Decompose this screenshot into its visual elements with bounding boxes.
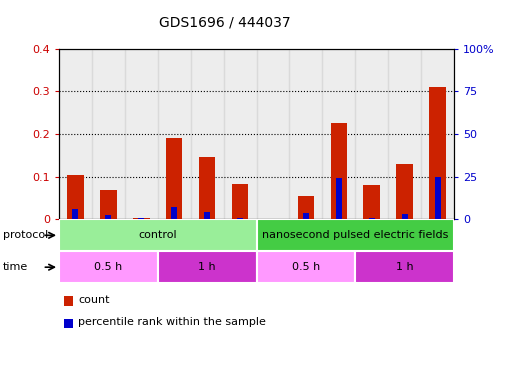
- Bar: [256, 49, 289, 219]
- Bar: [92, 49, 125, 219]
- Bar: [256, 251, 355, 283]
- Bar: [303, 213, 309, 219]
- Text: GDS1696 / 444037: GDS1696 / 444037: [159, 15, 291, 29]
- Bar: [355, 49, 388, 219]
- Bar: [364, 185, 380, 219]
- Bar: [336, 178, 342, 219]
- Bar: [100, 190, 116, 219]
- Bar: [330, 123, 347, 219]
- Text: 1 h: 1 h: [396, 262, 413, 272]
- Text: protocol: protocol: [3, 230, 48, 240]
- Bar: [298, 196, 314, 219]
- Bar: [388, 49, 421, 219]
- Bar: [429, 87, 446, 219]
- Text: nanosecond pulsed electric fields: nanosecond pulsed electric fields: [262, 230, 448, 240]
- Bar: [59, 219, 256, 251]
- Bar: [59, 49, 92, 219]
- Bar: [369, 217, 374, 219]
- Bar: [191, 49, 224, 219]
- Bar: [355, 251, 454, 283]
- Bar: [125, 49, 157, 219]
- Bar: [237, 217, 243, 219]
- Bar: [322, 49, 355, 219]
- Bar: [224, 49, 256, 219]
- Text: 1 h: 1 h: [199, 262, 216, 272]
- Bar: [232, 184, 248, 219]
- Bar: [133, 217, 149, 219]
- Bar: [72, 209, 78, 219]
- Bar: [157, 49, 191, 219]
- Text: 0.5 h: 0.5 h: [94, 262, 123, 272]
- Bar: [59, 251, 158, 283]
- Bar: [421, 49, 454, 219]
- Text: percentile rank within the sample: percentile rank within the sample: [78, 317, 266, 327]
- Bar: [402, 214, 408, 219]
- Text: 0.5 h: 0.5 h: [292, 262, 320, 272]
- Bar: [397, 164, 413, 219]
- Bar: [67, 176, 84, 219]
- Text: count: count: [78, 295, 110, 305]
- Text: control: control: [139, 230, 177, 240]
- Text: time: time: [3, 262, 28, 272]
- Bar: [204, 212, 210, 219]
- Bar: [166, 138, 183, 219]
- Bar: [158, 251, 256, 283]
- Bar: [199, 157, 215, 219]
- Bar: [171, 207, 177, 219]
- Bar: [289, 49, 322, 219]
- Bar: [139, 217, 144, 219]
- Bar: [105, 215, 111, 219]
- Bar: [256, 219, 454, 251]
- Bar: [435, 177, 441, 219]
